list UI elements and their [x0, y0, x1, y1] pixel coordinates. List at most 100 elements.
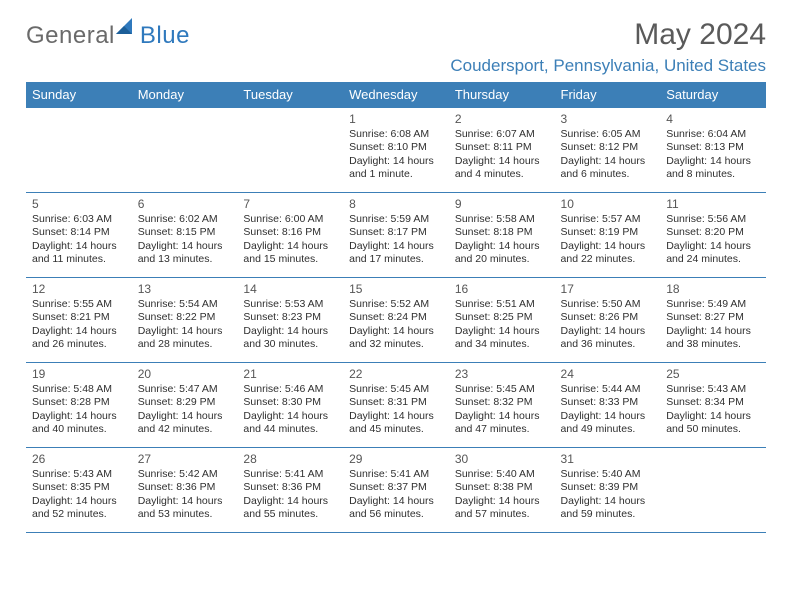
calendar-day-cell: 20Sunrise: 5:47 AMSunset: 8:29 PMDayligh… — [132, 363, 238, 448]
calendar-day-cell: 2Sunrise: 6:07 AMSunset: 8:11 PMDaylight… — [449, 108, 555, 193]
sunset-line: Sunset: 8:15 PM — [138, 226, 216, 238]
day-info: Sunrise: 5:46 AMSunset: 8:30 PMDaylight:… — [243, 383, 337, 437]
daylight-line: Daylight: 14 hours and 4 minutes. — [455, 155, 540, 180]
sunrise-line: Sunrise: 5:47 AM — [138, 383, 218, 395]
daylight-line: Daylight: 14 hours and 13 minutes. — [138, 240, 223, 265]
day-number: 9 — [455, 197, 549, 211]
sunset-line: Sunset: 8:20 PM — [666, 226, 744, 238]
sunrise-line: Sunrise: 5:55 AM — [32, 298, 112, 310]
calendar-day-cell: 5 Sunrise: 6:03 AMSunset: 8:14 PMDaylight… — [26, 193, 132, 278]
day-info: Sunrise: 5:43 AMSunset: 8:35 PMDaylight:… — [32, 468, 126, 522]
calendar-header-row: SundayMondayTuesdayWednesdayThursdayFrid… — [26, 82, 766, 108]
day-number: 28 — [243, 452, 337, 466]
day-number: 14 — [243, 282, 337, 296]
calendar-day-cell: 17Sunrise: 5:50 AMSunset: 8:26 PMDayligh… — [555, 278, 661, 363]
day-number: 25 — [666, 367, 760, 381]
calendar-empty-cell — [26, 108, 132, 193]
calendar-day-cell: 12Sunrise: 5:55 AMSunset: 8:21 PMDayligh… — [26, 278, 132, 363]
title-block: May 2024 Coudersport, Pennsylvania, Unit… — [450, 18, 766, 76]
sunrise-line: Sunrise: 6:03 AM — [32, 213, 112, 225]
day-info: Sunrise: 5:59 AMSunset: 8:17 PMDaylight:… — [349, 213, 443, 267]
calendar-day-cell: 31Sunrise: 5:40 AMSunset: 8:39 PMDayligh… — [555, 448, 661, 533]
daylight-line: Daylight: 14 hours and 59 minutes. — [561, 495, 646, 520]
day-info: Sunrise: 5:50 AMSunset: 8:26 PMDaylight:… — [561, 298, 655, 352]
day-number: 26 — [32, 452, 126, 466]
day-info: Sunrise: 6:03 AMSunset: 8:14 PMDaylight:… — [32, 213, 126, 267]
sunrise-line: Sunrise: 5:40 AM — [561, 468, 641, 480]
calendar-week-row: 19Sunrise: 5:48 AMSunset: 8:28 PMDayligh… — [26, 363, 766, 448]
calendar-day-cell: 15 Sunrise: 5:52 AMSunset: 8:24 PMDayligh… — [343, 278, 449, 363]
calendar-day-cell: 14 Sunrise: 5:53 AMSunset: 8:23 PMDayligh… — [237, 278, 343, 363]
calendar-week-row: 5Sunrise: 6:03 AMSunset: 8:14 PMDaylight… — [26, 193, 766, 278]
daylight-line: Daylight: 14 hours and 1 minute. — [349, 155, 434, 180]
sunrise-line: Sunrise: 5:45 AM — [455, 383, 535, 395]
day-info: Sunrise: 5:52 AMSunset: 8:24 PMDaylight:… — [349, 298, 443, 352]
sunset-line: Sunset: 8:25 PM — [455, 311, 533, 323]
calendar-empty-cell — [132, 108, 238, 193]
daylight-line: Daylight: 14 hours and 24 minutes. — [666, 240, 751, 265]
sunrise-line: Sunrise: 5:53 AM — [243, 298, 323, 310]
day-header: Monday — [132, 82, 238, 108]
day-info: Sunrise: 5:43 AMSunset: 8:34 PMDaylight:… — [666, 383, 760, 437]
sunrise-line: Sunrise: 6:07 AM — [455, 128, 535, 140]
calendar-day-cell: 10Sunrise: 5:57 AMSunset: 8:19 PMDayligh… — [555, 193, 661, 278]
day-info: Sunrise: 5:48 AMSunset: 8:28 PMDaylight:… — [32, 383, 126, 437]
calendar-day-cell: 1Sunrise: 6:08 AMSunset: 8:10 PMDaylight… — [343, 108, 449, 193]
sunset-line: Sunset: 8:13 PM — [666, 141, 744, 153]
daylight-line: Daylight: 14 hours and 55 minutes. — [243, 495, 328, 520]
calendar-day-cell: 22Sunrise: 5:45 AMSunset: 8:31 PMDayligh… — [343, 363, 449, 448]
calendar-day-cell: 29Sunrise: 5:41 AMSunset: 8:37 PMDayligh… — [343, 448, 449, 533]
sunrise-line: Sunrise: 6:02 AM — [138, 213, 218, 225]
calendar-day-cell: 21Sunrise: 5:46 AMSunset: 8:30 PMDayligh… — [237, 363, 343, 448]
day-header: Saturday — [660, 82, 766, 108]
sunrise-line: Sunrise: 5:43 AM — [32, 468, 112, 480]
calendar-week-row: 1Sunrise: 6:08 AMSunset: 8:10 PMDaylight… — [26, 108, 766, 193]
calendar-day-cell: 6Sunrise: 6:02 AMSunset: 8:15 PMDaylight… — [132, 193, 238, 278]
sunset-line: Sunset: 8:35 PM — [32, 481, 110, 493]
day-info: Sunrise: 6:02 AMSunset: 8:15 PM Daylight:… — [138, 213, 232, 267]
calendar-day-cell: 4Sunrise: 6:04 AMSunset: 8:13 PMDaylight… — [660, 108, 766, 193]
day-info: Sunrise: 5:54 AMSunset: 8:22 PMDaylight:… — [138, 298, 232, 352]
location: Coudersport, Pennsylvania, United States — [450, 56, 766, 76]
day-number: 23 — [455, 367, 549, 381]
calendar-day-cell: 7Sunrise: 6:00 AMSunset: 8:16 PMDaylight… — [237, 193, 343, 278]
day-number: 18 — [666, 282, 760, 296]
sunrise-line: Sunrise: 6:00 AM — [243, 213, 323, 225]
day-header: Friday — [555, 82, 661, 108]
sunrise-line: Sunrise: 5:40 AM — [455, 468, 535, 480]
day-header: Wednesday — [343, 82, 449, 108]
day-info: Sunrise: 5:53 AMSunset: 8:23 PMDaylight:… — [243, 298, 337, 352]
day-header: Sunday — [26, 82, 132, 108]
day-header: Tuesday — [237, 82, 343, 108]
brand-logo: General Blue — [26, 18, 190, 50]
day-number: 22 — [349, 367, 443, 381]
daylight-line: Daylight: 14 hours and 30 minutes. — [243, 325, 328, 350]
sunset-line: Sunset: 8:31 PM — [349, 396, 427, 408]
day-number: 12 — [32, 282, 126, 296]
sunrise-line: Sunrise: 5:49 AM — [666, 298, 746, 310]
day-info: Sunrise: 5:45 AMSunset: 8:32 PMDaylight:… — [455, 383, 549, 437]
sunset-line: Sunset: 8:12 PM — [561, 141, 639, 153]
calendar-week-row: 26Sunrise: 5:43 AMSunset: 8:35 PMDayligh… — [26, 448, 766, 533]
daylight-line: Daylight: 14 hours and 49 minutes. — [561, 410, 646, 435]
daylight-line: Daylight: 14 hours and 20 minutes. — [455, 240, 540, 265]
daylight-line: Daylight: 14 hours and 45 minutes. — [349, 410, 434, 435]
sunrise-line: Sunrise: 5:56 AM — [666, 213, 746, 225]
sunset-line: Sunset: 8:36 PM — [138, 481, 216, 493]
daylight-line: Daylight: 14 hours and 57 minutes. — [455, 495, 540, 520]
day-info: Sunrise: 6:07 AMSunset: 8:11 PMDaylight:… — [455, 128, 549, 182]
day-number: 5 — [32, 197, 126, 211]
sunset-line: Sunset: 8:10 PM — [349, 141, 427, 153]
day-info: Sunrise: 5:47 AMSunset: 8:29 PMDaylight:… — [138, 383, 232, 437]
daylight-line: Daylight: 14 hours and 42 minutes. — [138, 410, 223, 435]
sunset-line: Sunset: 8:14 PM — [32, 226, 110, 238]
day-number: 8 — [349, 197, 443, 211]
day-info: Sunrise: 5:51 AMSunset: 8:25 PMDaylight:… — [455, 298, 549, 352]
daylight-line: Daylight: 14 hours and 28 minutes. — [138, 325, 223, 350]
day-info: Sunrise: 5:57 AMSunset: 8:19 PMDaylight:… — [561, 213, 655, 267]
sunrise-line: Sunrise: 5:50 AM — [561, 298, 641, 310]
day-number: 15 — [349, 282, 443, 296]
calendar-empty-cell — [660, 448, 766, 533]
day-number: 7 — [243, 197, 337, 211]
sunset-line: Sunset: 8:34 PM — [666, 396, 744, 408]
